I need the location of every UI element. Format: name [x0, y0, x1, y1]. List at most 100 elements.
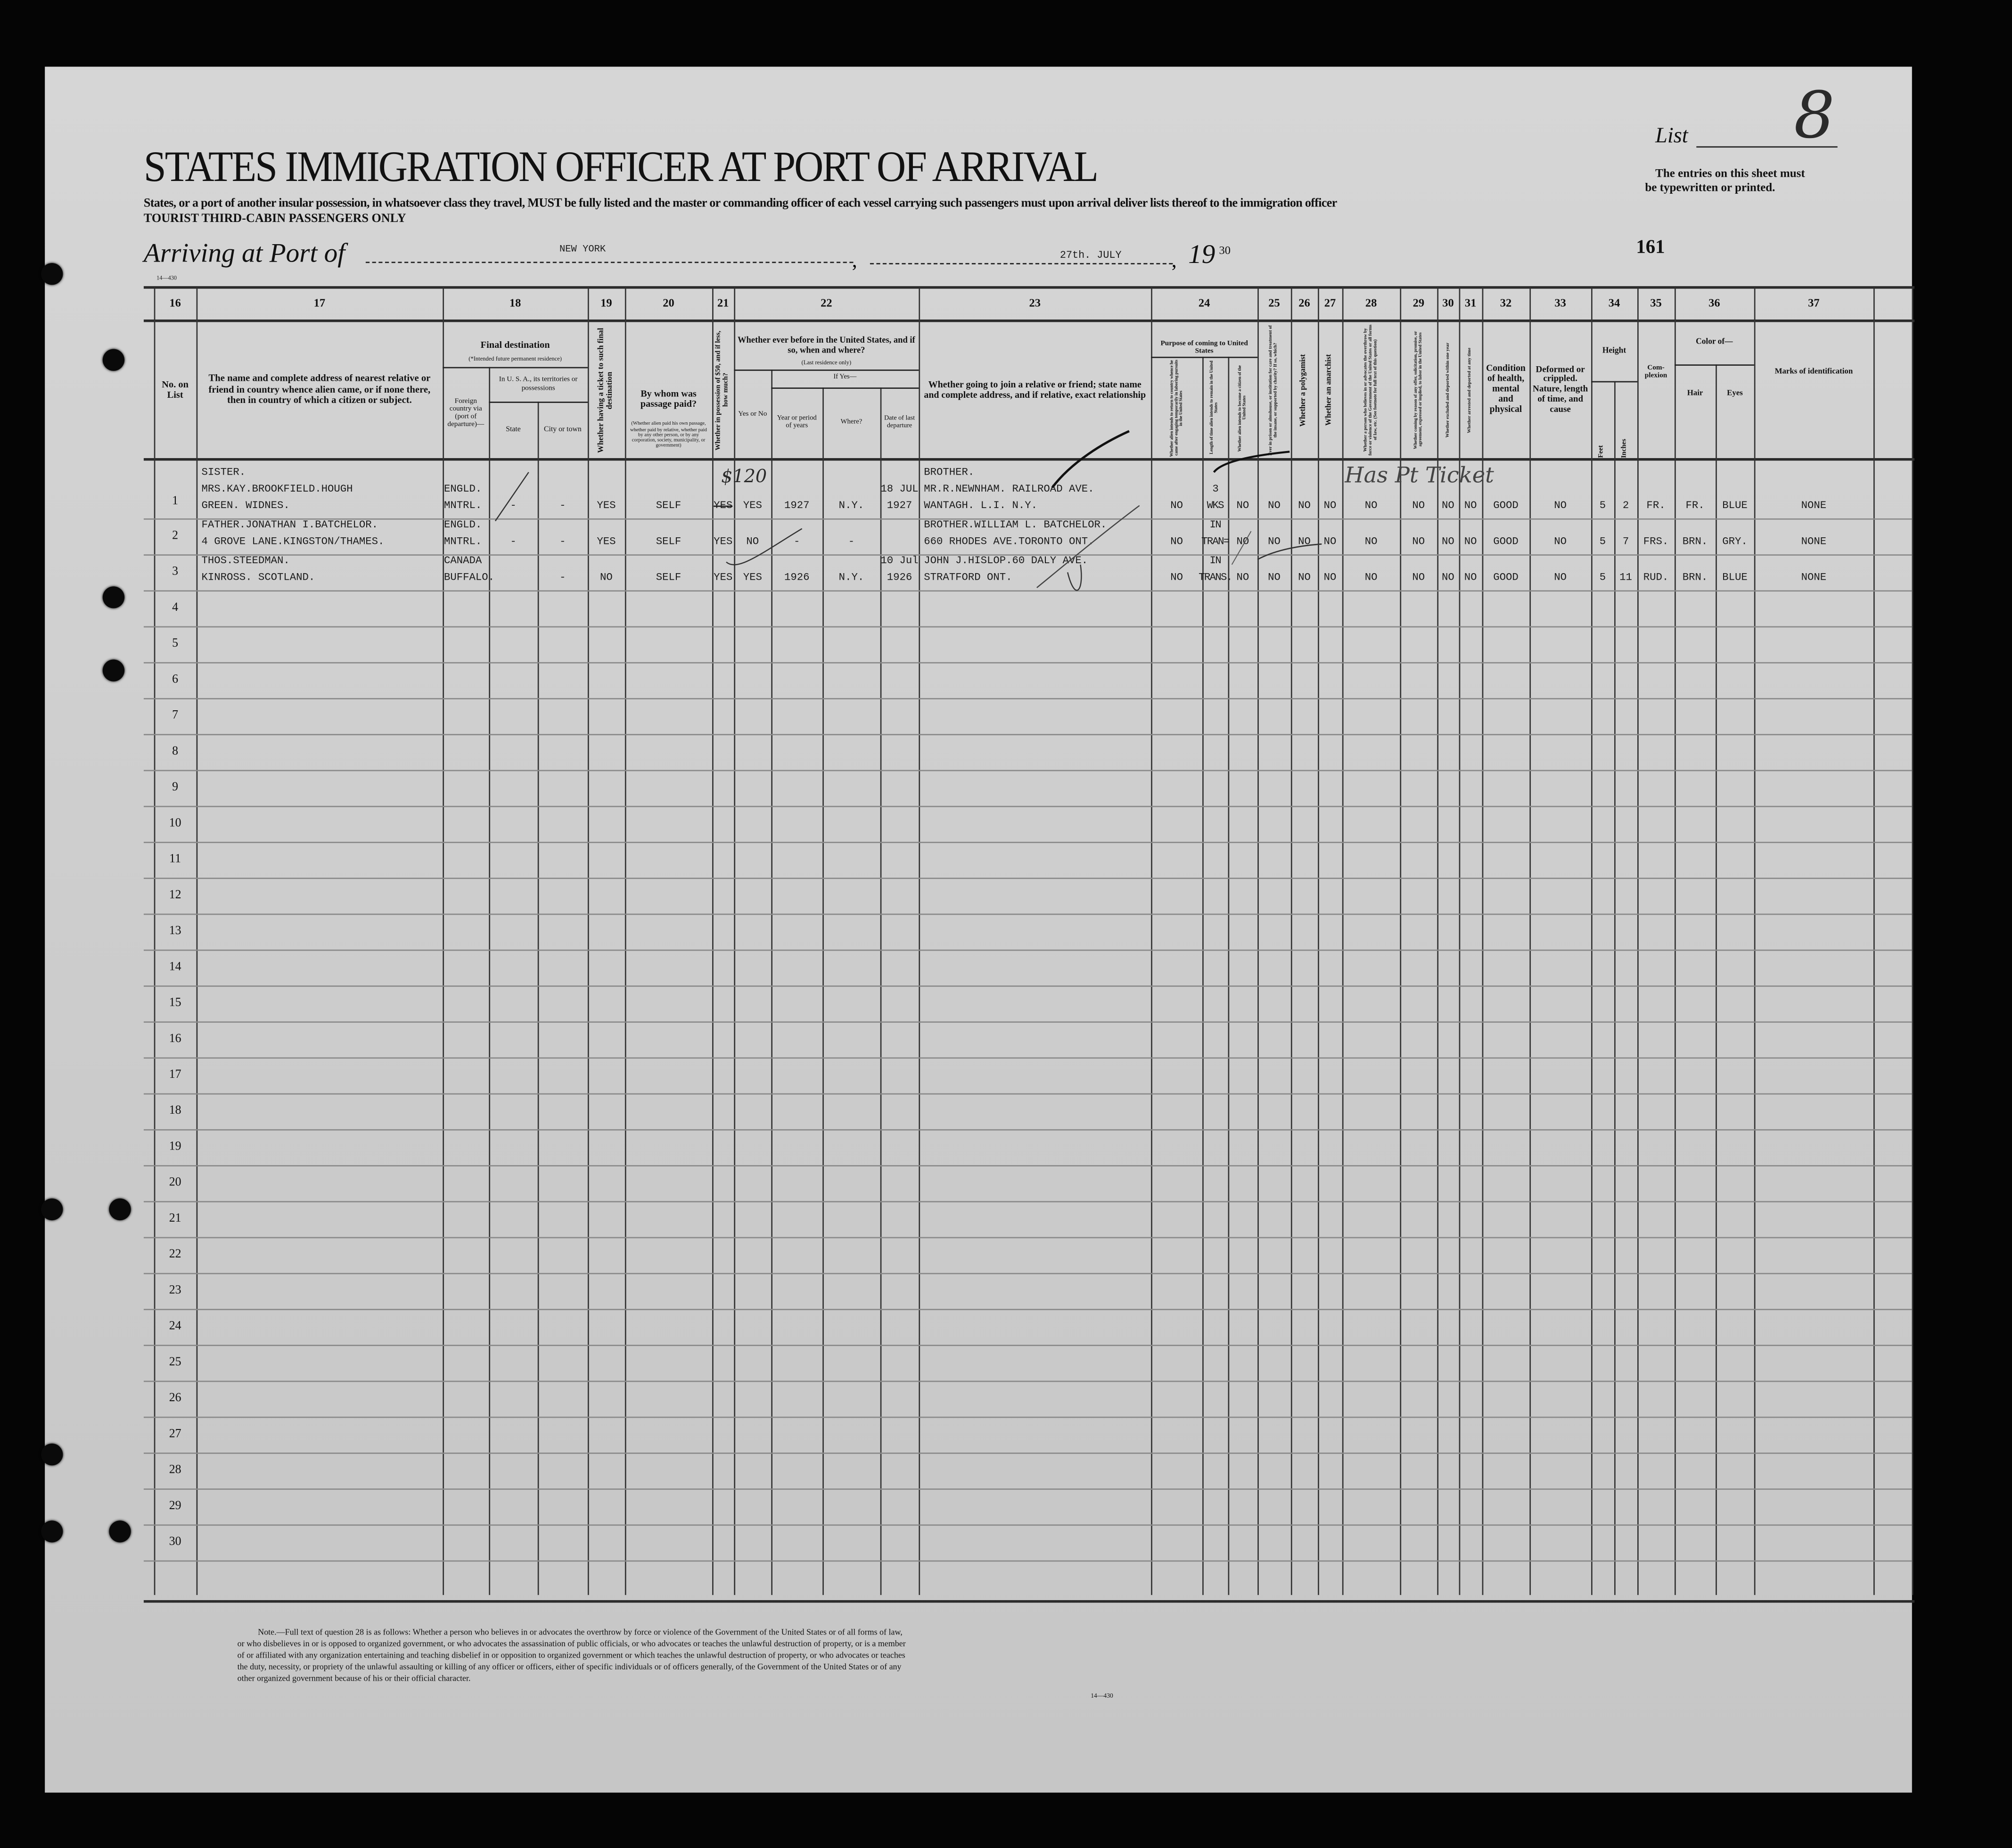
cell-text: WANTAGH. L.I. N.Y.	[924, 500, 1038, 512]
cell-text: 10 Jul	[880, 555, 919, 567]
column-divider	[1400, 287, 1402, 1595]
cell-31-row-1: NO	[1459, 460, 1482, 518]
column-header-c22-ifyes: If Yes—	[772, 370, 918, 387]
cell-text: NO	[1170, 572, 1183, 584]
column-header-c24-group: Purpose of coming to United States	[1152, 321, 1256, 357]
cell-text: -	[559, 536, 566, 548]
cell-text: 2	[1622, 500, 1629, 512]
cell-text: NO	[1236, 572, 1249, 584]
column-number-17: 17	[313, 296, 326, 310]
port-of-arrival: NEW YORK	[559, 245, 606, 255]
cell-37-row-3: NONE	[1754, 554, 1873, 590]
cell-text: NO	[1268, 500, 1281, 512]
cell-22b-row-1: 1927	[771, 460, 822, 518]
cell-36a-row-2: BRN.	[1675, 518, 1716, 554]
column-number-28: 28	[1365, 296, 1377, 310]
cell-33-row-3: NO	[1529, 554, 1591, 590]
cell-22d-row-3: 10 Jul 1926	[880, 554, 919, 590]
cell-text: MRS.KAY.BROOKFIELD.HOUGH	[201, 484, 353, 495]
check-mark	[726, 528, 803, 566]
cell-text: NO	[1412, 536, 1425, 548]
cell-text: NO	[1170, 536, 1183, 548]
cell-18a-row-2: ENGLD. MNTRL.	[443, 518, 489, 554]
cell-text: BROTHER.	[924, 467, 975, 479]
row-divider	[143, 913, 1912, 915]
cell-27-row-1: NO	[1318, 460, 1342, 518]
cell-25-row-2: NO	[1257, 518, 1291, 554]
cell-36b-row-3: BLUE	[1716, 554, 1754, 590]
column-divider	[537, 402, 539, 1595]
passenger-class-note: TOURIST THIRD-CABIN PASSENGERS ONLY	[143, 212, 406, 226]
column-header-text: Condition of health, mental and physical	[1486, 363, 1526, 415]
cell-text: YES	[597, 500, 616, 512]
punch-hole	[41, 1443, 63, 1466]
row-divider	[143, 734, 1912, 736]
row-divider	[143, 1237, 1912, 1239]
column-number-30: 30	[1442, 296, 1454, 310]
cell-text: SELF	[656, 572, 682, 584]
header-divider	[1591, 381, 1638, 383]
column-header-text: City or town	[543, 426, 582, 435]
column-divider	[1437, 287, 1439, 1595]
column-header-text: Height	[1602, 346, 1626, 356]
cell-37-row-2: NONE	[1754, 518, 1873, 554]
cell-text: 18 JUL	[880, 484, 919, 495]
cell-text: MNTRL.	[444, 500, 482, 512]
cell-text: BRN.	[1682, 536, 1708, 548]
cell-23-row-3: JOHN J.HISLOP.60 DALY AVE. STRATFORD ONT.	[919, 554, 1151, 590]
cell-text: YES	[743, 500, 762, 512]
sheet-page-number: 161	[1636, 237, 1665, 258]
cell-text: NO	[600, 572, 613, 584]
cell-33-row-2: NO	[1529, 518, 1591, 554]
cell-24b-row-2: IN TRAN=	[1201, 518, 1230, 554]
cell-34a-row-2: 5	[1591, 518, 1614, 554]
row-number: 20	[169, 1176, 181, 1190]
list-label: List	[1655, 123, 1688, 148]
cell-17-row-1: SISTER. MRS.KAY.BROOKFIELD.HOUGH GREEN. WI…	[197, 460, 443, 518]
cell-text: CANADA	[444, 555, 482, 567]
year-prefix: 19	[1188, 238, 1215, 270]
row-divider	[143, 770, 1912, 772]
check-mark	[1051, 430, 1130, 489]
column-header-text: Purpose of coming to United States	[1160, 339, 1248, 355]
column-header-c32: Condition of health, mental and physical	[1483, 321, 1528, 460]
cell-29-row-3: NO	[1400, 554, 1437, 590]
cell-31-row-2: NO	[1459, 518, 1482, 554]
punch-hole	[41, 263, 63, 285]
row-number: 9	[172, 781, 179, 795]
row-divider	[143, 1129, 1912, 1131]
row-number: 3	[172, 566, 179, 579]
cell-text: BLUE	[1722, 500, 1748, 512]
row-divider	[143, 1093, 1912, 1095]
comma: ,	[1171, 250, 1177, 272]
column-divider	[734, 287, 736, 1595]
cell-25-row-3: NO	[1257, 554, 1291, 590]
column-divider	[1716, 364, 1717, 1595]
row-divider	[143, 1560, 1912, 1562]
column-number-23: 23	[1029, 296, 1041, 310]
cell-text: NONE	[1801, 536, 1827, 548]
column-header-text: Color of—	[1696, 338, 1733, 347]
cell-24a-row-2: NO	[1151, 518, 1202, 554]
cell-text: NONE	[1801, 500, 1827, 512]
cell-22a-row-3: YES	[734, 554, 771, 590]
cell-24c-row-1: NO	[1228, 460, 1258, 518]
row-divider	[143, 985, 1912, 987]
column-divider	[919, 287, 920, 1595]
cell-22c-row-3: N.Y.	[822, 554, 880, 590]
cell-text: NO	[1364, 572, 1378, 584]
column-divider	[1318, 287, 1319, 1595]
row-divider	[143, 554, 1912, 556]
column-divider	[1459, 287, 1461, 1595]
row-divider	[143, 1309, 1912, 1310]
cell-text: 11	[1619, 572, 1632, 584]
cell-text: GOOD	[1493, 572, 1519, 584]
column-divider	[1290, 287, 1292, 1595]
cell-text: NO	[1298, 572, 1311, 584]
column-header-c17: The name and complete address of nearest…	[197, 321, 441, 460]
column-header-text: No. on List	[162, 378, 189, 401]
column-header-c22-group: Whether ever before in the United States…	[735, 321, 918, 357]
header-divider	[443, 367, 588, 369]
column-number-36: 36	[1708, 296, 1720, 310]
cell-text: YES	[743, 572, 762, 584]
